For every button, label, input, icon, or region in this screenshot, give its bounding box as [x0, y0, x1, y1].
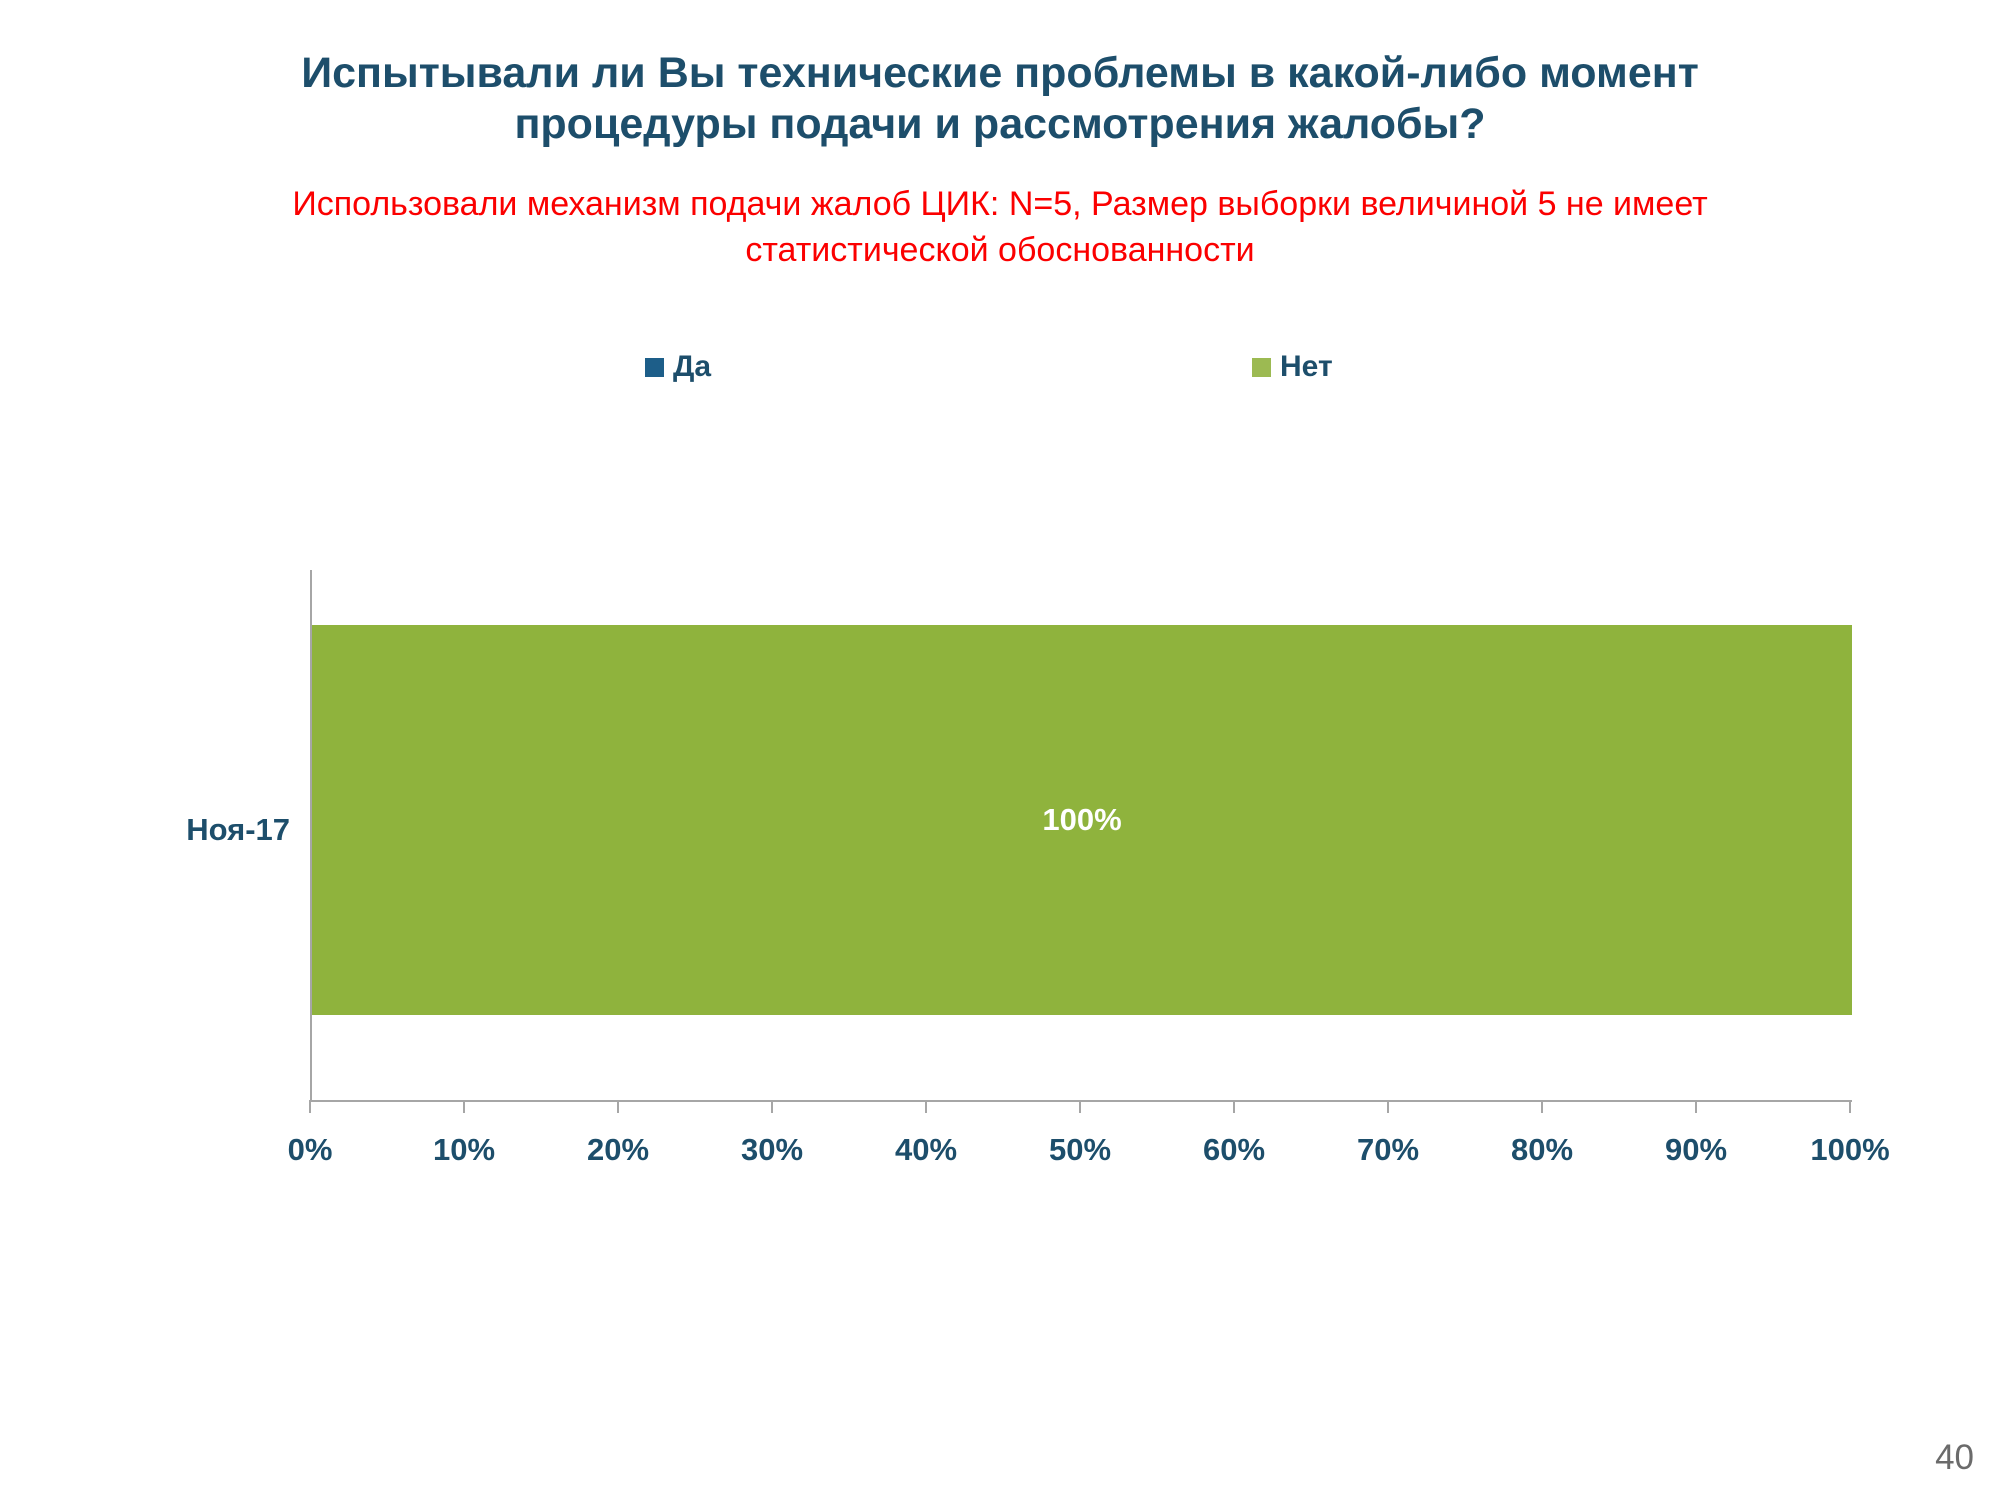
slide-title-line1: Испытывали ли Вы технические проблемы в …: [301, 49, 1699, 97]
x-tick-label: 90%: [1664, 1132, 1728, 1167]
x-tick-mark: [1849, 1100, 1851, 1113]
x-tick-mark: [925, 1100, 927, 1113]
legend-label-no: Нет: [1280, 350, 1333, 383]
x-tick-label: 40%: [894, 1132, 958, 1167]
slide-subtitle-line2: статистической обоснованности: [745, 230, 1255, 269]
x-tick-mark: [771, 1100, 773, 1113]
legend-swatch-no-icon: [1252, 357, 1271, 377]
x-tick-mark: [1541, 1100, 1543, 1113]
x-tick-mark: [1387, 1100, 1389, 1113]
slide-title: Испытывали ли Вы технические проблемы в …: [0, 48, 2000, 149]
y-axis-category-label: Ноя-17: [186, 812, 290, 847]
x-axis-tick-labels: 0% 10% 20% 30% 40% 50% 60% 70% 80% 90% 100%: [288, 1132, 1890, 1176]
x-axis-tick-marks: [309, 1100, 1851, 1114]
x-tick-label: 80%: [1510, 1132, 1574, 1167]
legend-swatch-yes-icon: [645, 357, 664, 377]
x-tick-mark: [463, 1100, 465, 1113]
x-tick-label: 10%: [432, 1132, 496, 1167]
x-tick-label: 20%: [586, 1132, 650, 1167]
x-tick-label: 30%: [740, 1132, 804, 1167]
slide-subtitle: Использовали механизм подачи жалоб ЦИК: …: [0, 182, 2000, 274]
page-number: 40: [1935, 1438, 1974, 1477]
slide-subtitle-line1: Использовали механизм подачи жалоб ЦИК: …: [292, 185, 1708, 223]
slide-title-line2: процедуры подачи и рассмотрения жалобы?: [514, 99, 1486, 148]
x-tick-label: 60%: [1202, 1132, 1266, 1167]
x-tick-label: 100%: [1810, 1132, 1890, 1167]
bar-net-100: 100%: [312, 625, 1852, 1015]
x-tick-label: 70%: [1356, 1132, 1420, 1167]
x-tick-mark: [617, 1100, 619, 1113]
legend-item-no: Нет: [1252, 350, 1333, 384]
x-tick-mark: [1079, 1100, 1081, 1113]
x-tick-mark: [1695, 1100, 1697, 1113]
x-tick-label: 0%: [287, 1132, 333, 1167]
x-tick-label: 50%: [1048, 1132, 1112, 1167]
bar-value-label: 100%: [1042, 802, 1122, 837]
x-tick-mark: [1233, 1100, 1235, 1113]
chart-plot-area: 100%: [310, 570, 1852, 1102]
x-tick-mark: [309, 1100, 311, 1113]
legend-item-yes: Да: [645, 350, 711, 384]
legend-label-yes: Да: [673, 350, 712, 383]
